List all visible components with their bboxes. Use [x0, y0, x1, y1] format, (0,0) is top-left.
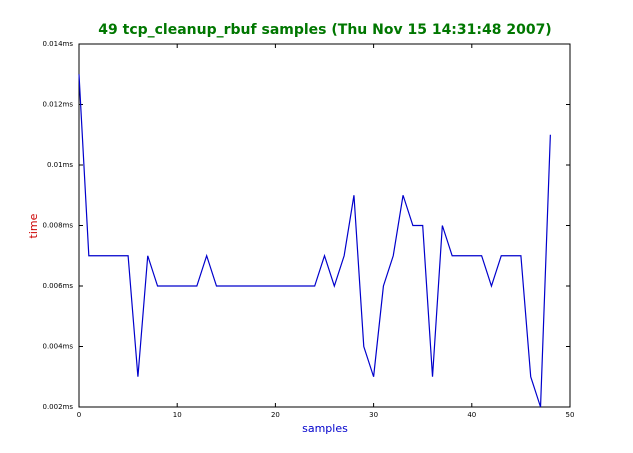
line-series — [78, 74, 551, 408]
x-tick-label: 50 — [566, 411, 575, 419]
chart-title: 49 tcp_cleanup_rbuf samples (Thu Nov 15 … — [98, 22, 551, 38]
x-tick-label: 0 — [77, 411, 81, 419]
y-tick-label: 0.012ms — [42, 101, 73, 109]
x-tick-label: 10 — [173, 411, 182, 419]
y-tick-label: 0.008ms — [42, 222, 73, 230]
x-axis-label: samples — [302, 422, 348, 435]
y-tick-label: 0.014ms — [42, 40, 73, 48]
x-tick-label: 30 — [369, 411, 378, 419]
x-tick-label: 20 — [271, 411, 280, 419]
y-axis-label: time — [27, 213, 40, 238]
y-tick-label: 0.002ms — [42, 403, 73, 411]
y-tick-label: 0.004ms — [42, 343, 73, 351]
y-tick-label: 0.006ms — [42, 282, 73, 290]
plot-frame — [78, 43, 571, 408]
x-tick-label: 40 — [467, 411, 476, 419]
y-tick-label: 0.01ms — [47, 161, 73, 169]
